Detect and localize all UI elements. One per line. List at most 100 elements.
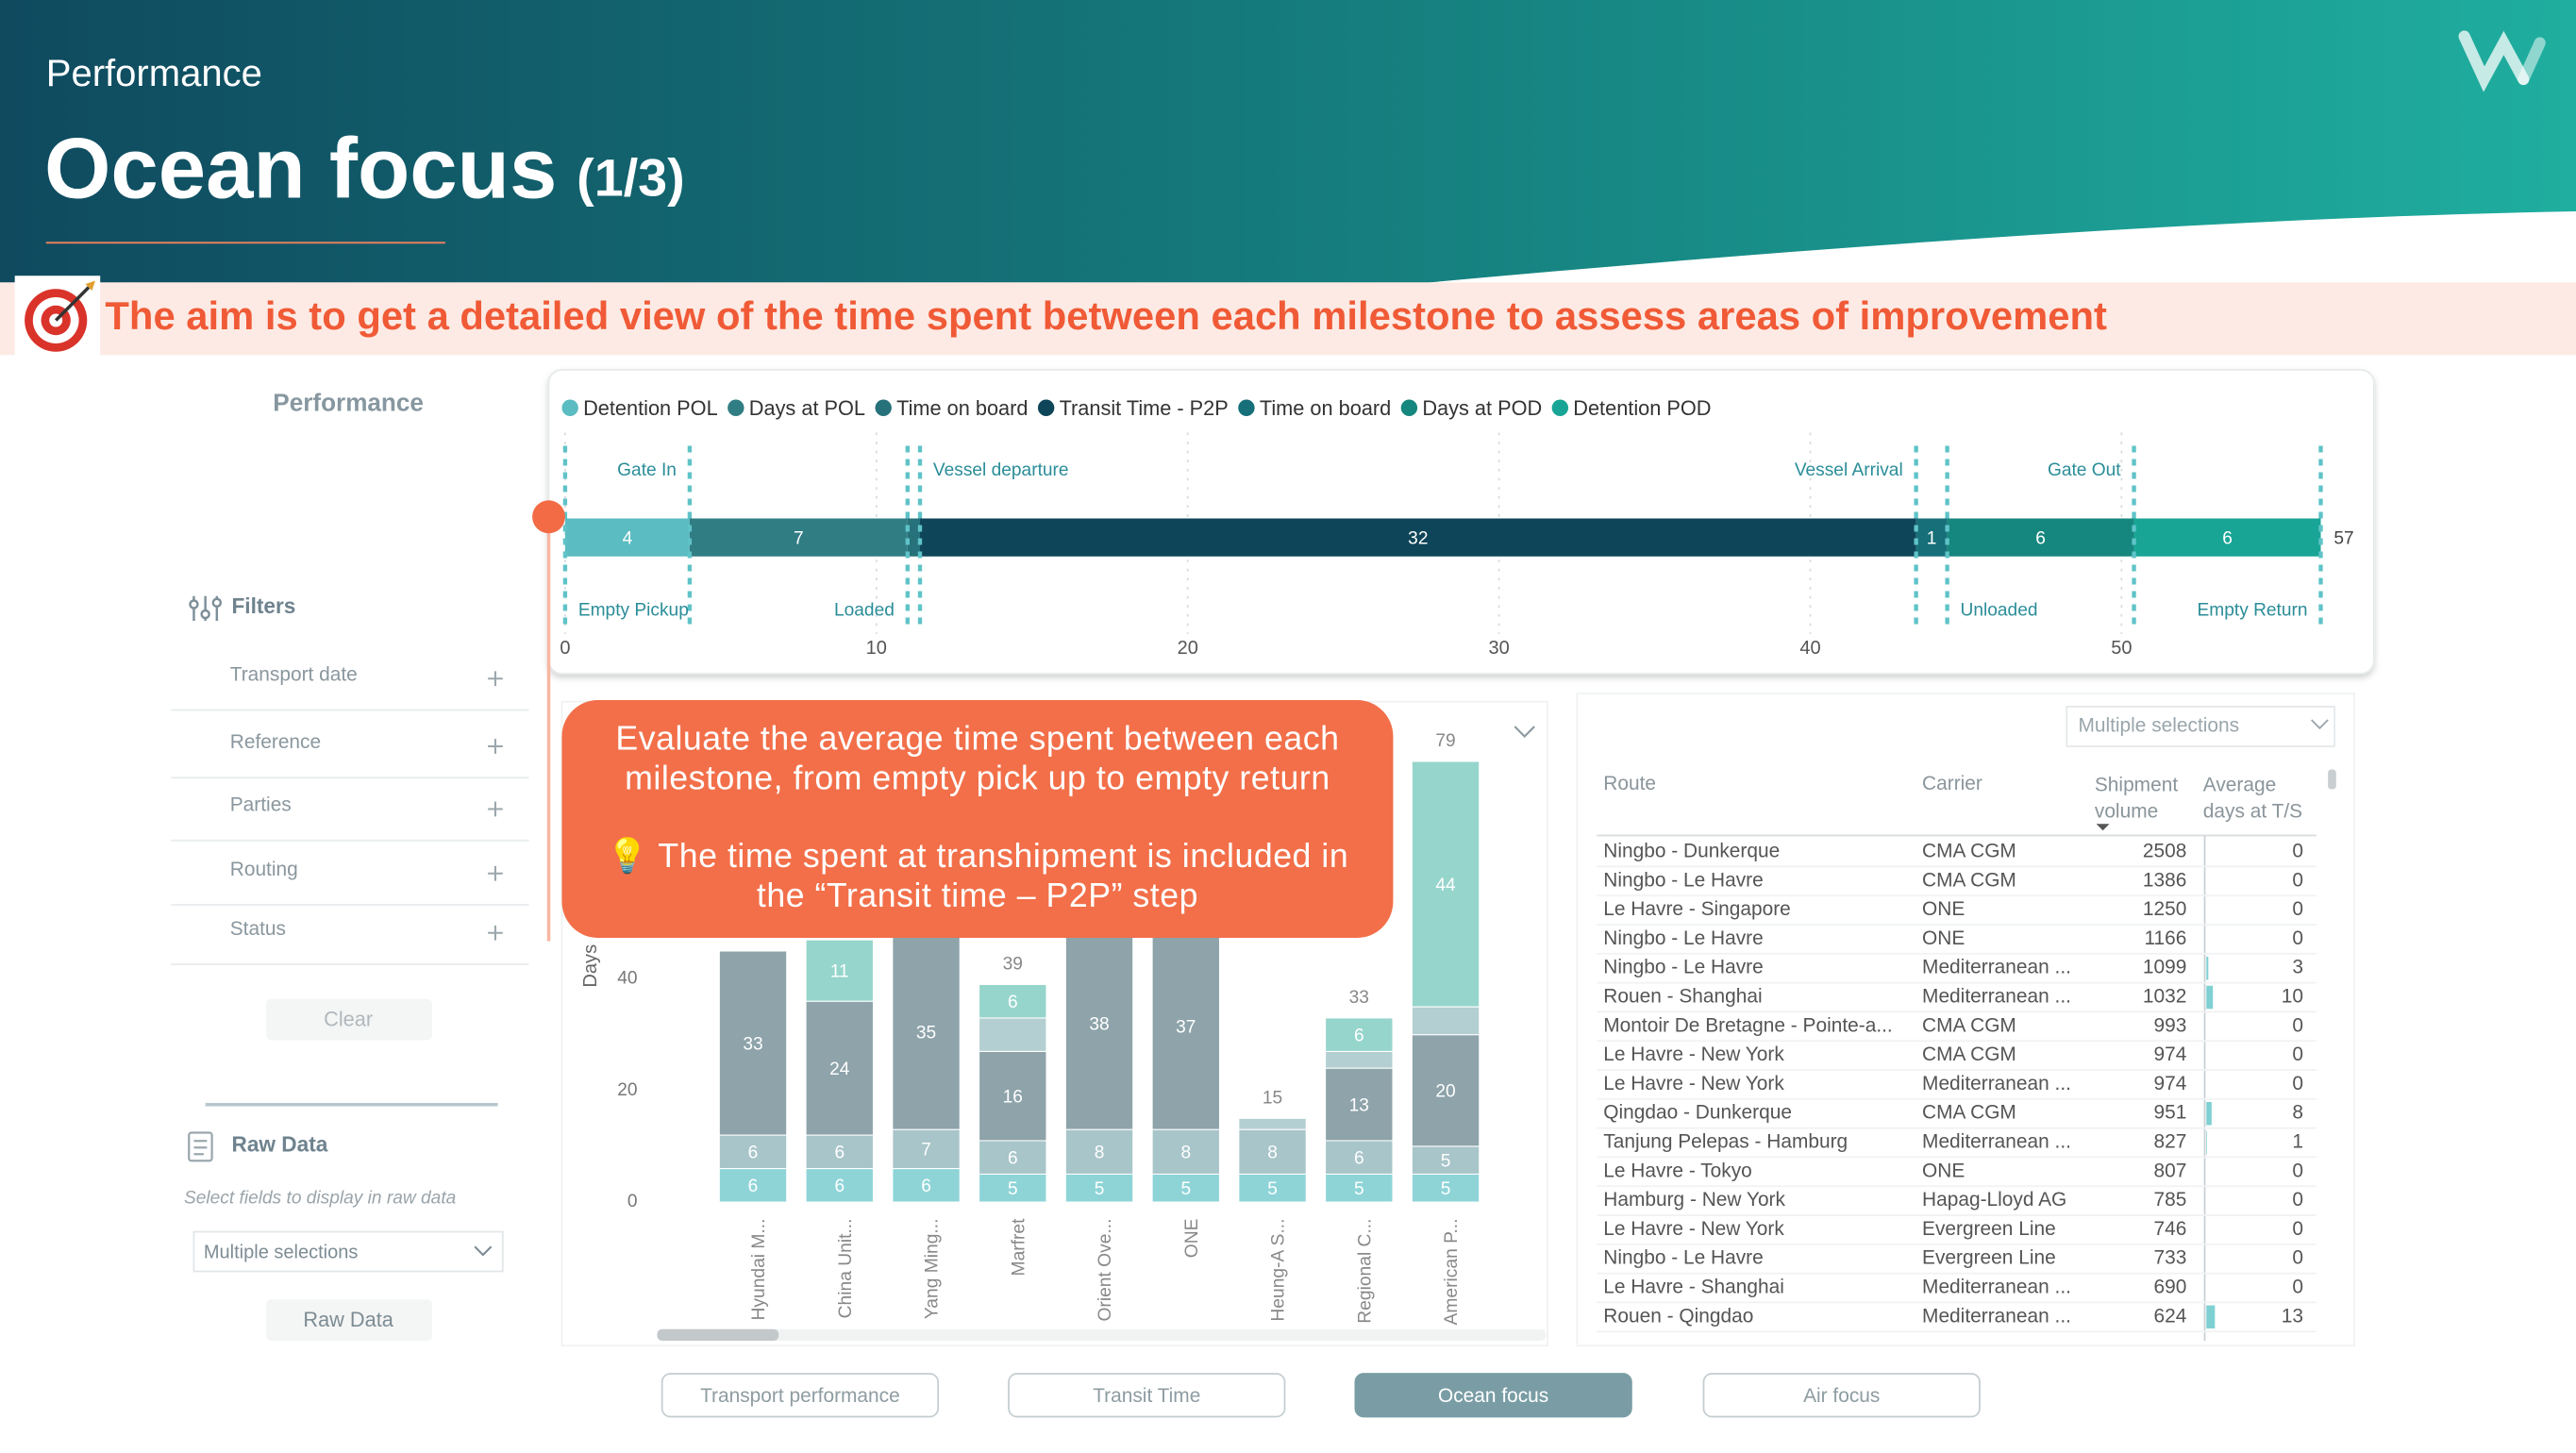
raw-data-select[interactable]: [192, 1230, 504, 1273]
carrier-cell: Mediterranean ...: [1922, 957, 2071, 978]
bar-segment: [805, 1000, 874, 1136]
table-card: [1576, 693, 2355, 1347]
filter-icon: [189, 595, 223, 621]
segment-label: 16: [1003, 1087, 1023, 1107]
ts-days-cell: 1: [2292, 1130, 2303, 1152]
segment-label: 5: [1441, 1151, 1451, 1171]
segment-label: 6: [1008, 993, 1018, 1012]
segment-label: 6: [1354, 1026, 1364, 1045]
route-cell: Hamburg - New York: [1603, 1189, 1785, 1211]
nav-label[interactable]: Transit Time: [1093, 1385, 1200, 1407]
route-cell: Le Havre - New York: [1603, 1044, 1784, 1065]
data-bar: [2206, 1305, 2216, 1329]
segment-label: 20: [1435, 1082, 1455, 1102]
ts-days-cell: 0: [2292, 1247, 2303, 1269]
filter-label[interactable]: Transport date: [230, 663, 358, 685]
scrollbar-thumb[interactable]: [657, 1328, 779, 1341]
filter-label[interactable]: Reference: [230, 731, 321, 753]
filter-expand-icon[interactable]: [488, 865, 503, 881]
raw-data-button-label[interactable]: Raw Data: [303, 1308, 393, 1331]
carrier-cell: ONE: [1922, 898, 1965, 920]
route-cell: Rouen - Shanghai: [1603, 985, 1762, 1007]
table-filter-chevron: [2311, 719, 2329, 730]
x-tick-label: Regional C...: [1355, 1219, 1375, 1324]
scrollbar-track: [657, 1328, 1547, 1341]
filter-expand-icon[interactable]: [488, 671, 503, 687]
table-header: Shipment volume: [2094, 773, 2179, 823]
callout-paragraph-box: 💡 The time spent at transhipment is incl…: [607, 837, 1348, 914]
volume-cell: 1166: [2144, 927, 2186, 949]
callout-dot: [532, 500, 565, 534]
volume-cell: 993: [2154, 1014, 2187, 1036]
x-tick-label: China Unit...: [836, 1219, 856, 1319]
callout-paragraph: Evaluate the average time spent between …: [615, 720, 1340, 798]
table-filter[interactable]: [2066, 706, 2335, 747]
table-header: Carrier: [1922, 773, 1982, 794]
bar-segment: [892, 1168, 961, 1203]
table-filter-label[interactable]: Multiple selections: [2078, 714, 2239, 736]
table-scrollbar[interactable]: [2328, 769, 2336, 790]
volume-cell: 733: [2154, 1247, 2187, 1269]
milestone-label: Gate In: [617, 460, 677, 480]
nav-label[interactable]: Ocean focus: [1438, 1385, 1548, 1407]
filter-expand-icon[interactable]: [488, 801, 503, 817]
bar-segment: [1238, 1128, 1307, 1175]
page-title: Ocean focus: [44, 121, 557, 216]
segment-label: 6: [2222, 528, 2233, 548]
total-label: 39: [1003, 954, 1023, 974]
legend-label: Detention POL: [583, 396, 718, 420]
bar-segment: [979, 1140, 1047, 1175]
filter-expand-icon[interactable]: [488, 925, 503, 941]
timeline-segment: [920, 518, 1916, 557]
raw-data-hint: Select fields to display in raw data: [184, 1189, 457, 1209]
segment-label: 11: [830, 961, 849, 981]
milestone-label: Vessel Arrival: [1795, 460, 1903, 480]
segment-label: 5: [1354, 1179, 1364, 1199]
volume-cell: 1099: [2143, 957, 2186, 978]
bar-segment: [805, 1134, 874, 1170]
segment-label: 37: [1176, 1018, 1196, 1038]
route-cell: Le Havre - Shanghai: [1603, 1276, 1784, 1297]
filter-expand-icon[interactable]: [488, 739, 503, 754]
filter-label[interactable]: Parties: [230, 793, 292, 815]
nav-button[interactable]: [1702, 1373, 1981, 1418]
filter-label[interactable]: Routing: [230, 859, 298, 880]
segment-label: 8: [1180, 1144, 1191, 1163]
callout-text: Evaluate the average time spent between …: [607, 720, 1348, 915]
clear-button[interactable]: [266, 998, 432, 1041]
y-tick-label: 20: [617, 1080, 637, 1100]
nav-button[interactable]: [1354, 1373, 1632, 1418]
data-bar: [2206, 956, 2209, 980]
nav-button[interactable]: [1008, 1373, 1286, 1418]
data-bar: [2206, 1101, 2212, 1126]
nav-label[interactable]: Transport performance: [700, 1385, 900, 1407]
x-tick-label: Hyundai M...: [749, 1219, 769, 1321]
table-header-box: Shipment volume: [2094, 773, 2179, 823]
carrier-chart: Days 0 20 40 6 6 33 Hyundai M... 6 6 24 11 China Uni…: [580, 731, 1480, 1325]
chart-dropdown-chevron[interactable]: [1514, 726, 1535, 738]
nav-label[interactable]: Air focus: [1803, 1385, 1880, 1407]
bar-segment: [979, 983, 1047, 1019]
callout-box: [561, 700, 1394, 938]
segment-label: 8: [1095, 1144, 1105, 1163]
ts-days-cell: 3: [2292, 957, 2303, 978]
filter-label[interactable]: Status: [230, 918, 286, 940]
bar-segment: [1411, 1145, 1480, 1175]
x-tick-label: American P...: [1442, 1219, 1462, 1326]
bar-segment: [805, 939, 874, 1002]
x-tick-label: 30: [1488, 638, 1509, 659]
clear-label[interactable]: Clear: [324, 1007, 373, 1030]
legend-marker: [1238, 399, 1255, 416]
nav-button[interactable]: [661, 1373, 940, 1418]
volume-cell: 690: [2154, 1276, 2187, 1297]
ts-days-cell: 0: [2292, 840, 2303, 861]
bar-segment: [1325, 1050, 1394, 1069]
route-cell: Le Havre - Tokyo: [1603, 1160, 1751, 1181]
route-cell: Ningbo - Le Havre: [1603, 869, 1763, 891]
volume-cell: 624: [2154, 1305, 2187, 1327]
carrier-cell: Mediterranean ...: [1922, 1276, 2071, 1297]
raw-data-select-label[interactable]: Multiple selections: [204, 1243, 359, 1263]
segment-label: 33: [743, 1034, 762, 1054]
raw-data-button[interactable]: [266, 1299, 432, 1341]
route-cell: Ningbo - Le Havre: [1603, 957, 1763, 978]
